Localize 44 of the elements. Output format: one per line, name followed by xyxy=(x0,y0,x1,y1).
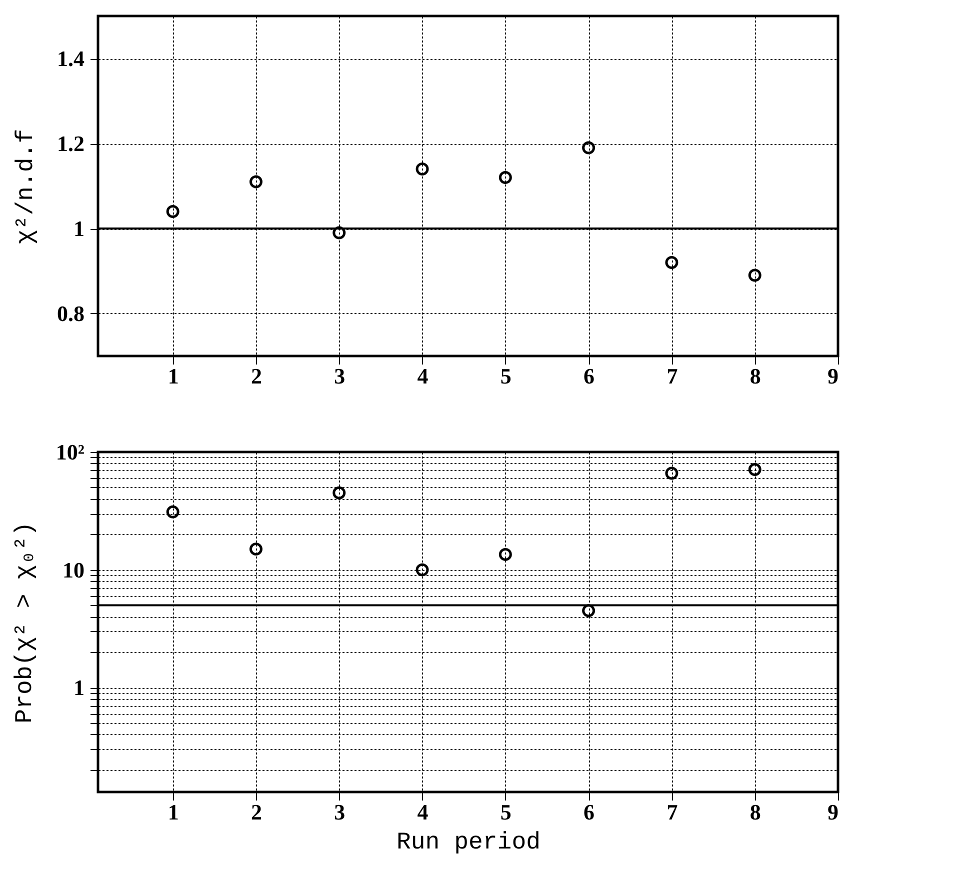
point xyxy=(748,268,762,282)
y-tick-label: 10² xyxy=(56,440,85,464)
x-tick-label: 1 xyxy=(168,364,179,388)
y-axis-title: Prob(χ² > χ₀²) xyxy=(12,522,39,724)
x-tick-label: 9 xyxy=(828,364,838,388)
x-tick-label: 4 xyxy=(417,364,428,388)
y-tick-label: 10 xyxy=(62,557,84,582)
x-tick-label: 6 xyxy=(584,364,595,388)
y-tick-label: 1.2 xyxy=(57,131,84,156)
x-axis-title: Run period xyxy=(396,830,541,856)
point xyxy=(249,175,262,188)
point xyxy=(582,141,596,154)
y-tick-label: 1 xyxy=(74,216,84,241)
x-tick-label: 2 xyxy=(250,364,262,388)
point xyxy=(332,486,346,500)
point xyxy=(498,548,512,561)
y-tick-label: 1.4 xyxy=(57,46,84,71)
x-tick-label: 8 xyxy=(750,800,761,824)
x-tick-label: 4 xyxy=(417,800,428,824)
point xyxy=(166,205,180,218)
point xyxy=(582,604,596,618)
x-tick-label: 8 xyxy=(750,364,761,388)
point xyxy=(332,226,346,240)
x-tick-label: 3 xyxy=(334,364,346,388)
x-tick-label: 5 xyxy=(500,800,512,824)
x-tick-label: 6 xyxy=(584,800,595,824)
point xyxy=(665,256,678,269)
x-tick-label: 9 xyxy=(828,800,838,824)
point xyxy=(416,162,429,176)
y-tick-label: 1 xyxy=(74,675,84,700)
point xyxy=(498,171,512,184)
x-tick-label: 2 xyxy=(250,800,262,824)
point xyxy=(166,505,180,518)
x-tick-label: 7 xyxy=(666,364,678,388)
point xyxy=(748,463,762,476)
y-axis-title: χ²/n.d.f xyxy=(13,128,40,244)
x-tick-label: 1 xyxy=(168,800,179,824)
point xyxy=(416,563,429,576)
point xyxy=(665,466,678,480)
y-tick-label: 0.8 xyxy=(57,301,84,326)
x-tick-label: 3 xyxy=(334,800,346,824)
x-tick-label: 7 xyxy=(666,800,678,824)
x-tick-label: 5 xyxy=(500,364,512,388)
point xyxy=(249,542,262,556)
